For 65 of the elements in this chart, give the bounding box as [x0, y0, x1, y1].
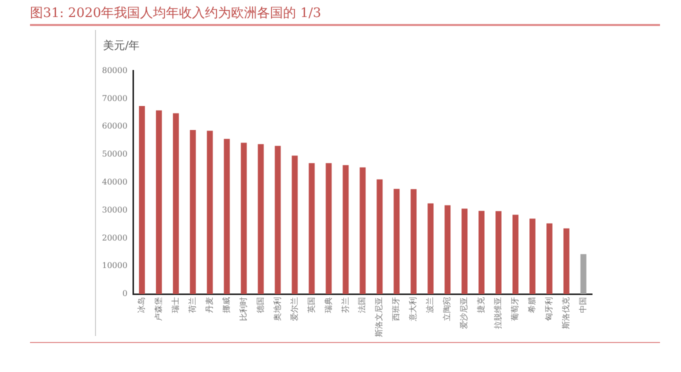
bar: [496, 211, 502, 294]
x-tick-label: 法国: [358, 297, 367, 313]
x-tick-label: 捷克: [476, 297, 486, 313]
x-tick-label: 中国: [578, 297, 588, 313]
bar: [546, 223, 552, 294]
x-tick-label: 立陶宛: [442, 297, 452, 321]
bar: [360, 167, 366, 294]
x-tick-label: 丹麦: [204, 297, 214, 313]
bar: [580, 254, 586, 294]
y-tick-label: 10000: [102, 261, 128, 270]
bar: [292, 156, 298, 294]
y-tick-label: 20000: [102, 233, 128, 242]
bar: [138, 106, 145, 294]
y-tick-label: 40000: [102, 177, 128, 186]
y-axis-title: 美元/年: [103, 38, 140, 53]
bar: [410, 189, 417, 294]
y-tick-label: 50000: [102, 150, 128, 159]
y-tick-label: 80000: [102, 66, 128, 75]
bar: [563, 228, 570, 294]
bar: [428, 203, 434, 294]
x-tick-label: 波兰: [426, 297, 435, 313]
x-tick-label: 英国: [306, 297, 316, 313]
bar: [478, 210, 484, 294]
x-tick-label: 瑞典: [324, 297, 333, 313]
bar: [444, 205, 451, 294]
y-tick-label: 60000: [102, 122, 128, 131]
bar: [240, 142, 247, 294]
bar: [172, 113, 179, 294]
x-tick-label: 荷兰: [188, 297, 197, 313]
x-tick-label: 德国: [256, 297, 265, 313]
chart-title: 图31: 2020年我国人均年收入约为欧洲各国的 1/3: [30, 5, 322, 22]
x-tick-label: 冰岛: [137, 297, 146, 313]
bar: [326, 163, 332, 294]
y-tick-label: 0: [122, 289, 128, 298]
x-tick-label: 斯洛文尼亚: [374, 297, 384, 337]
bar: [529, 218, 536, 294]
x-tick-label: 比利时: [238, 297, 248, 321]
bar: [394, 188, 400, 294]
y-tick-label: 30000: [102, 205, 128, 214]
bar: [206, 130, 213, 294]
bar: [512, 214, 518, 294]
bar: [376, 179, 383, 294]
bar: [308, 163, 315, 294]
bar: [462, 208, 468, 294]
x-tick-label: 爱沙尼亚: [460, 297, 469, 329]
x-tick-label: 西班牙: [392, 297, 401, 321]
bar: [274, 146, 281, 294]
y-tick-label: 70000: [102, 94, 128, 103]
x-tick-label: 拉脱维亚: [494, 297, 503, 329]
x-tick-label: 匈牙利: [544, 297, 554, 321]
bar: [342, 165, 349, 294]
x-tick-label: 爱尔兰: [290, 297, 299, 321]
x-tick-label: 希腊: [528, 297, 537, 313]
x-tick-label: 斯洛伐克: [562, 297, 570, 329]
x-tick-label: 奥地利: [272, 297, 282, 321]
x-tick-label: 意大利: [408, 297, 418, 322]
x-tick-label: 挪威: [222, 297, 231, 313]
x-tick-label: 葡萄牙: [510, 297, 520, 321]
bar: [190, 130, 196, 294]
bar: [156, 110, 162, 294]
bar: [224, 138, 230, 294]
bar: [258, 144, 264, 294]
x-tick-label: 卢森堡: [154, 297, 163, 321]
x-tick-label: 芬兰: [340, 297, 350, 313]
x-tick-label: 瑞士: [170, 297, 180, 313]
